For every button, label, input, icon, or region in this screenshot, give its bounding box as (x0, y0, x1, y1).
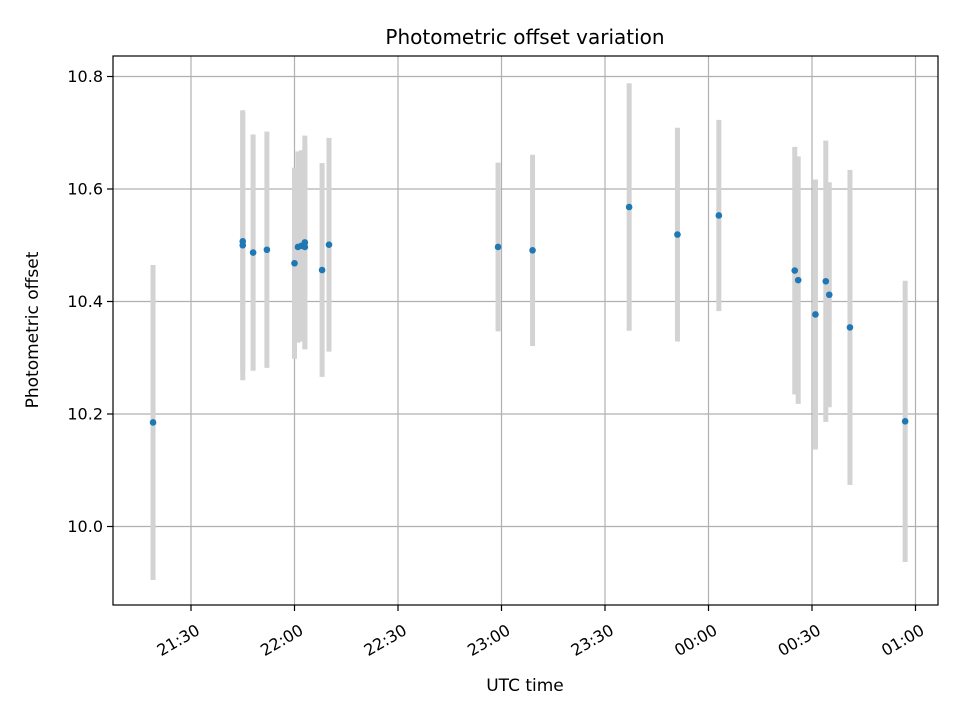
y-tick-label: 10.2 (67, 405, 103, 424)
data-point (715, 212, 723, 219)
data-point (149, 419, 157, 426)
y-axis-ticks: 10.0 10.2 10.4 10.6 10.8 (67, 67, 113, 536)
data-point (794, 276, 802, 284)
y-tick-label: 10.0 (67, 517, 103, 536)
data-point (249, 249, 257, 256)
y-axis-label: Photometric offset (23, 251, 43, 408)
data-point (791, 267, 799, 274)
data-point (822, 277, 830, 285)
data-point (239, 238, 247, 245)
chart-title: Photometric offset variation (385, 25, 664, 49)
data-point (263, 246, 271, 254)
plot-frame (112, 55, 939, 606)
data-point (625, 203, 633, 211)
data-point (301, 239, 309, 246)
data-point (325, 241, 333, 248)
y-tick-label: 10.8 (67, 67, 103, 86)
data-point (674, 231, 681, 238)
y-tick-label: 10.6 (67, 180, 103, 199)
data-point (901, 418, 909, 425)
data-point (494, 243, 502, 251)
y-tick-label: 10.4 (67, 292, 103, 311)
x-axis-label: UTC time (486, 676, 564, 696)
data-point (291, 259, 298, 267)
data-point (812, 311, 819, 318)
data-point (318, 266, 326, 274)
data-point (825, 291, 833, 299)
data-point (846, 324, 854, 331)
data-point (529, 247, 536, 254)
data-points (149, 203, 909, 426)
